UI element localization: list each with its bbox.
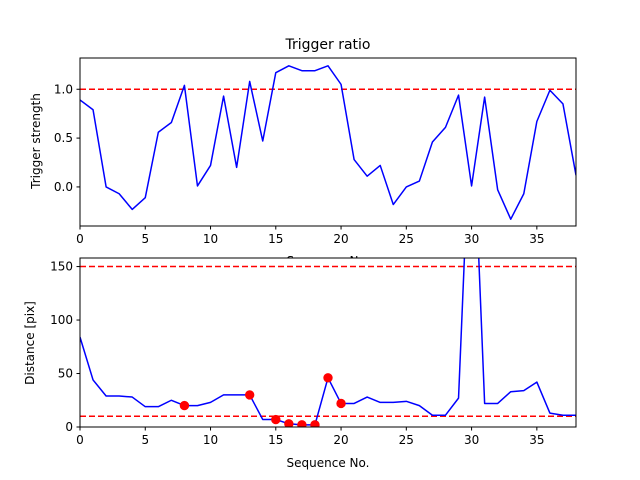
plot-area	[80, 58, 576, 226]
x-tick-label: 0	[76, 433, 84, 447]
data-point	[323, 373, 333, 383]
x-tick-label: 5	[141, 433, 149, 447]
x-tick-label: 20	[333, 232, 348, 246]
series-line-0	[80, 65, 576, 220]
plot-content	[80, 258, 576, 427]
y-tick-label: 100	[50, 313, 73, 327]
data-point	[244, 390, 255, 400]
plot-content	[80, 65, 576, 220]
distance-chart: Distance [pix] Sequence No. 0 5 10 15 20 25 30…	[23, 257, 577, 470]
data-point	[336, 398, 346, 409]
x-tick-label: 25	[399, 433, 414, 447]
chart-title: Trigger ratio	[284, 37, 370, 53]
y-tick-label: 0.5	[54, 131, 73, 145]
y-tick-label: 150	[50, 260, 73, 274]
x-tick-label: 30	[464, 232, 479, 246]
x-tick-label: 0	[76, 232, 84, 246]
y-axis-label: Distance [pix]	[23, 301, 37, 385]
x-tick-label: 10	[203, 433, 218, 447]
axes-frame	[79, 57, 577, 227]
data-point	[310, 420, 320, 427]
x-tick-label: 35	[529, 433, 544, 447]
y-tick-label: 1.0	[54, 82, 73, 96]
data-point	[297, 420, 307, 427]
y-tick-label: 0	[65, 420, 73, 434]
plot-area	[80, 258, 576, 427]
x-tick-label: 10	[203, 232, 218, 246]
x-tick-label: 35	[529, 232, 544, 246]
axes-frame	[79, 257, 577, 428]
x-tick-label: 25	[399, 232, 414, 246]
x-tick-label: 15	[268, 433, 283, 447]
data-point	[271, 414, 281, 425]
x-axis-label: Sequence No.	[287, 456, 370, 470]
y-tick-label: 0.0	[54, 180, 73, 194]
data-point	[284, 419, 294, 427]
x-tick-label: 5	[141, 232, 149, 246]
x-tick-label: 30	[464, 433, 479, 447]
y-tick-label: 50	[58, 367, 73, 381]
x-tick-label: 20	[333, 433, 348, 447]
y-axis-label: Trigger strength	[29, 93, 43, 190]
x-tick-label: 15	[268, 232, 283, 246]
trigger-ratio-chart: Trigger ratio Trigger strength Sequence …	[29, 37, 577, 268]
data-point	[179, 400, 190, 411]
